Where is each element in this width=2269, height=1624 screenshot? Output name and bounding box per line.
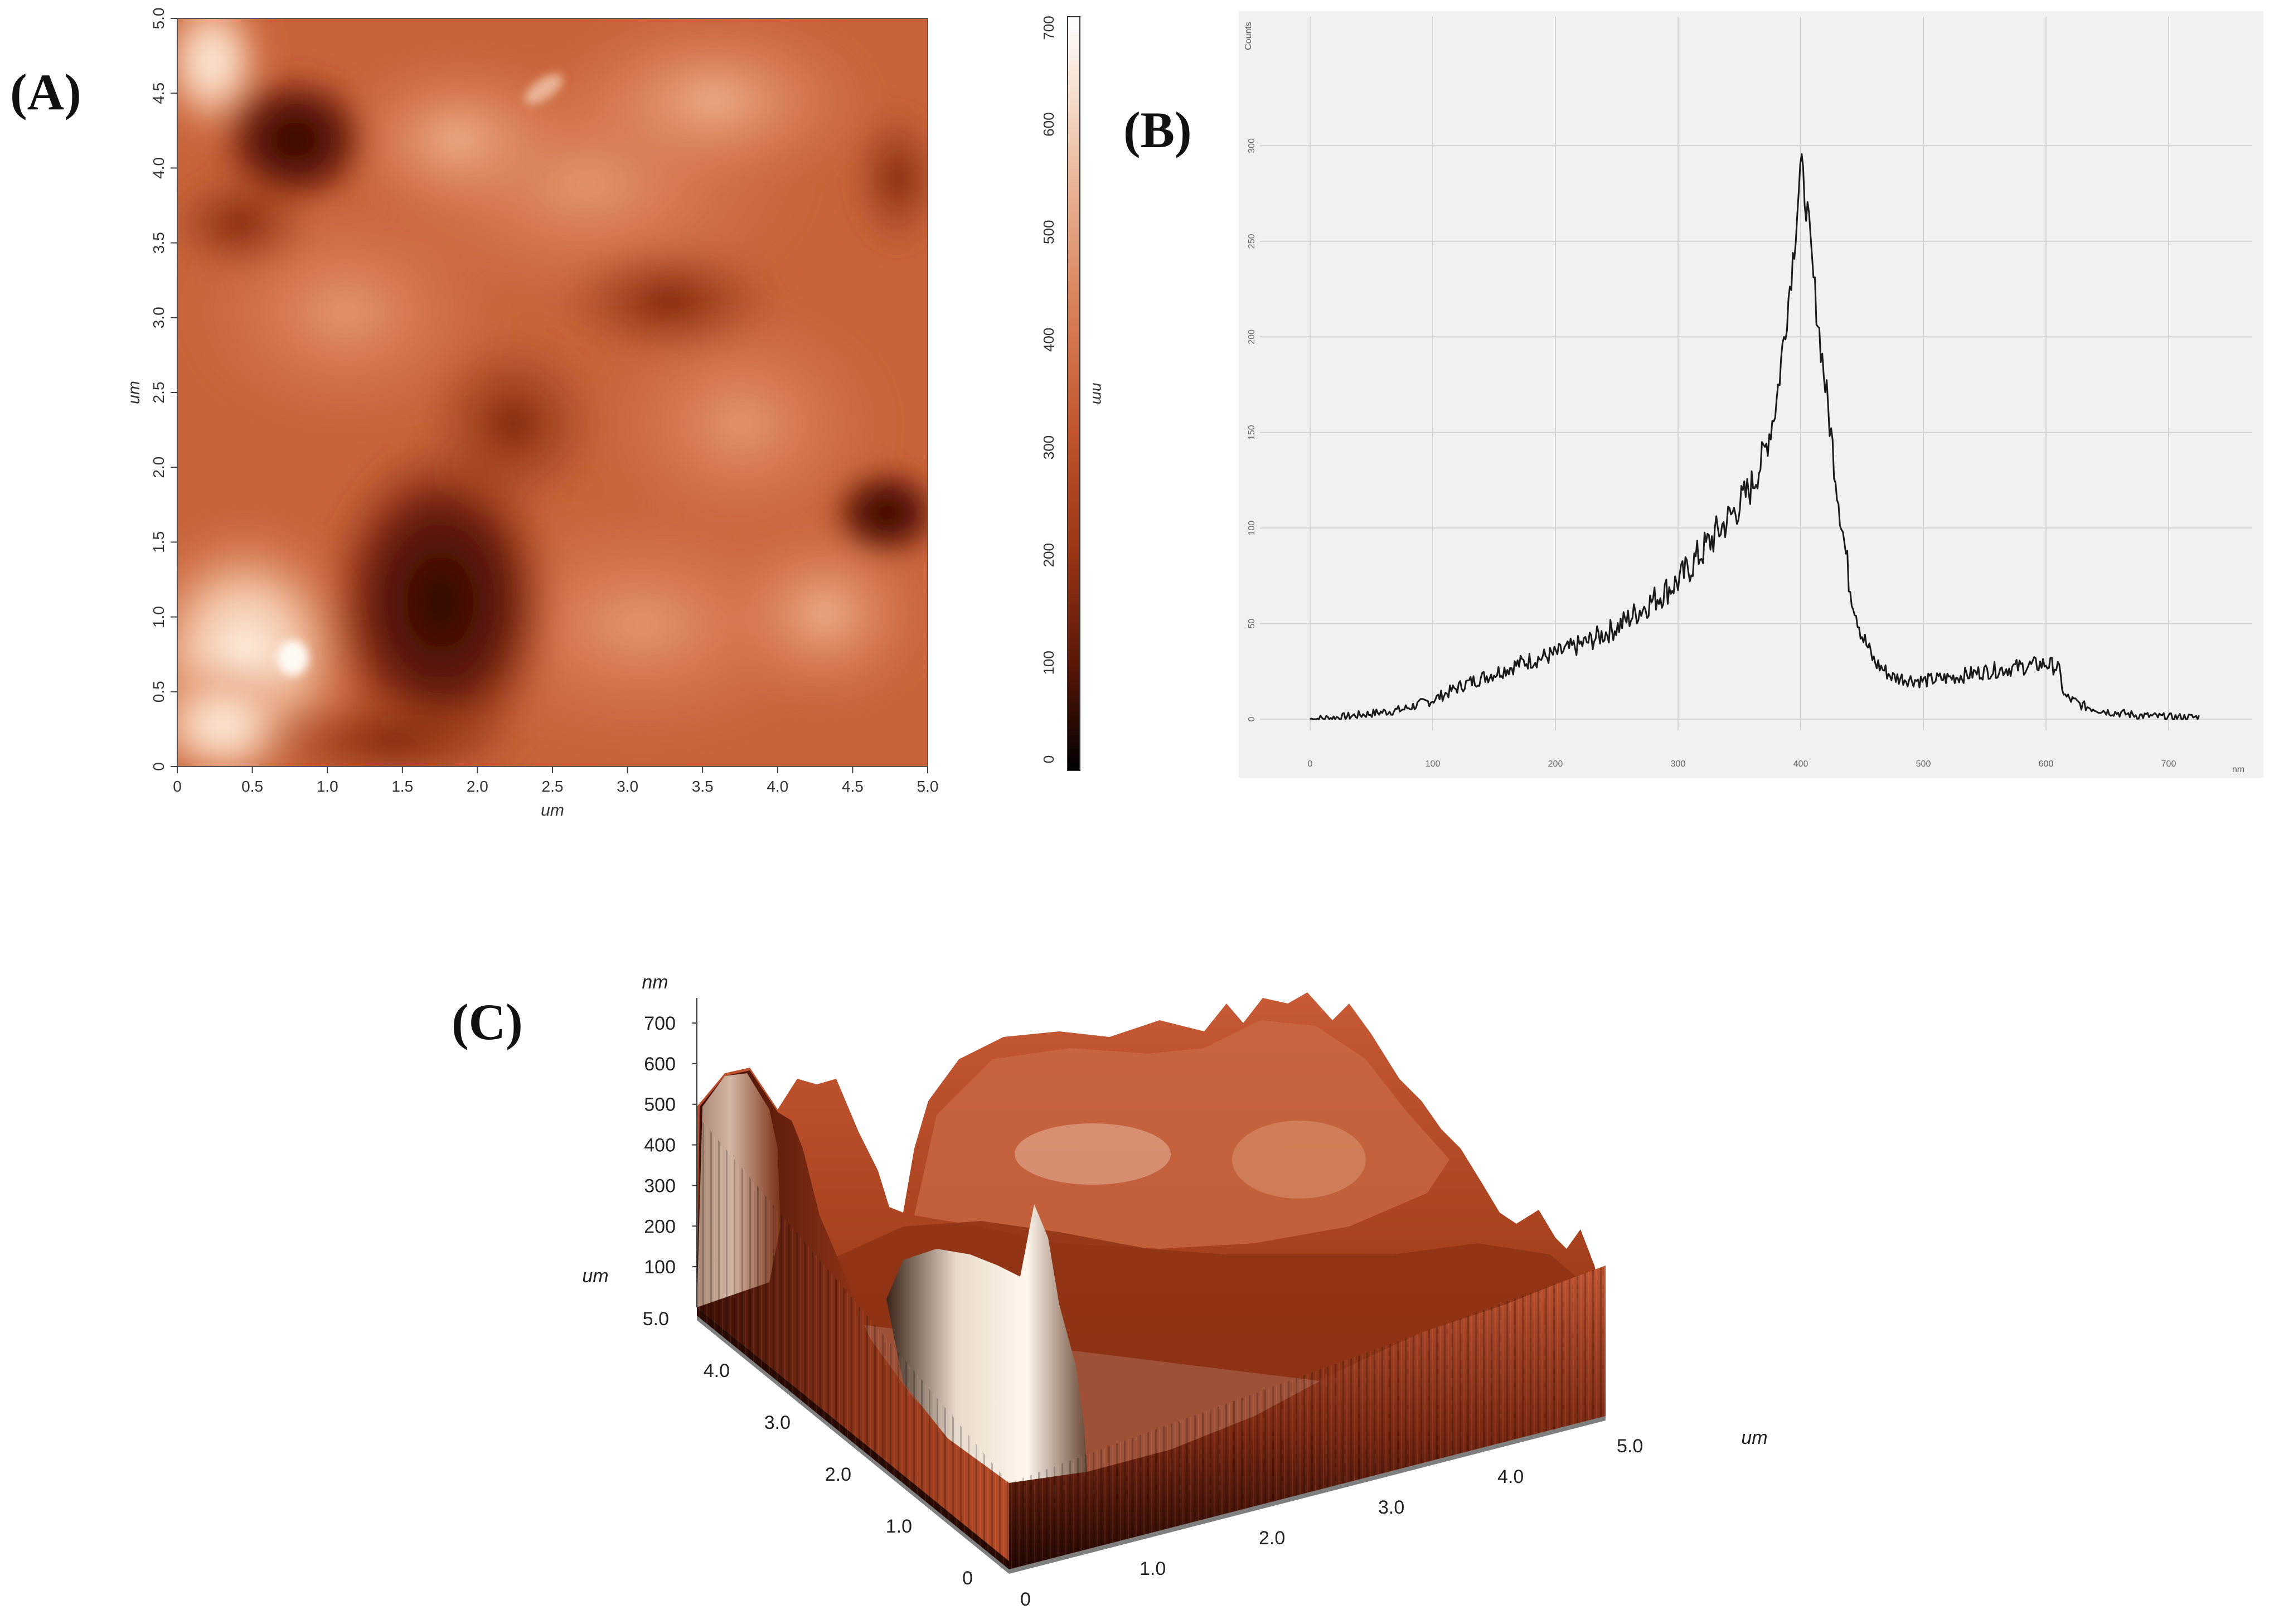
panel-c-y-tick-label: 5.0 bbox=[643, 1308, 669, 1330]
panel-b-plot-area bbox=[1239, 11, 2263, 778]
panel-b-x-tick-label: 300 bbox=[1671, 759, 1686, 769]
panel-a-x-tick-label: 0.5 bbox=[241, 778, 263, 795]
panel-b-x-tick-label: 600 bbox=[2039, 759, 2054, 769]
colorbar-tick-label: 300 bbox=[1040, 435, 1057, 459]
panel-a-x-tick-label: 2.0 bbox=[467, 778, 488, 795]
panel-a-x-axis: 0 0.5 1.0 1.5 2.0 2.5 3.0 3.5 4.0 4.5 5.0 bbox=[173, 767, 938, 795]
panel-b-xlabel: nm bbox=[2232, 765, 2244, 774]
panel-c-x-tick-label: 0 bbox=[1020, 1589, 1031, 1610]
panel-b-x-tick-label: 200 bbox=[1548, 759, 1563, 769]
panel-c-z-ticks: 100 200 300 400 500 600 700 bbox=[644, 1013, 697, 1278]
panel-c-x-tick-label: 2.0 bbox=[1259, 1528, 1285, 1549]
colorbar-tick-label: 500 bbox=[1040, 220, 1057, 244]
panel-b-y-tick-label: 100 bbox=[1247, 521, 1257, 536]
panel-b-x-tick-label: 100 bbox=[1426, 759, 1441, 769]
panel-c-xlabel: um bbox=[1741, 1427, 1767, 1448]
panel-b-y-axis: 0 50 100 150 200 250 300 bbox=[1247, 138, 1257, 721]
panel-label-a: (A) bbox=[10, 64, 81, 120]
panel-a-y-tick-label: 0.5 bbox=[150, 681, 167, 702]
panel-c-surface bbox=[697, 992, 1606, 1574]
panel-b-ylabel: Counts bbox=[1244, 22, 1253, 50]
panel-c-y-tick-label: 2.0 bbox=[825, 1464, 851, 1485]
panel-b-x-tick-label: 400 bbox=[1793, 759, 1809, 769]
panel-a-x-tick-label: 1.5 bbox=[391, 778, 413, 795]
panel-c-x-tick-label: 3.0 bbox=[1378, 1497, 1404, 1518]
panel-c-ylabel: um bbox=[582, 1266, 608, 1287]
panel-b-x-tick-label: 700 bbox=[2161, 759, 2176, 769]
colorbar-tick-label: 600 bbox=[1040, 112, 1057, 136]
panel-a-y-tick-label: 4.5 bbox=[150, 83, 167, 104]
panel-label-b: (B) bbox=[1123, 101, 1192, 158]
panel-label-c: (C) bbox=[452, 993, 523, 1050]
panel-a-x-tick-label: 2.5 bbox=[542, 778, 564, 795]
panel-b-y-tick-label: 0 bbox=[1247, 716, 1257, 721]
colorbar-tick-label: 400 bbox=[1040, 328, 1057, 352]
panel-c-y-tick-label: 1.0 bbox=[886, 1516, 912, 1537]
panel-c-x-tick-label: 5.0 bbox=[1617, 1436, 1643, 1457]
panel-a-x-tick-label: 3.5 bbox=[692, 778, 714, 795]
panel-a-y-tick-label: 0 bbox=[150, 762, 167, 771]
colorbar-tick-label: 100 bbox=[1040, 651, 1057, 675]
panel-a-x-tick-label: 3.0 bbox=[617, 778, 638, 795]
panel-b-x-tick-label: 500 bbox=[1916, 759, 1931, 769]
panel-a-y-tick-label: 1.5 bbox=[150, 531, 167, 553]
panel-a-x-tick-label: 5.0 bbox=[917, 778, 939, 795]
panel-b-y-tick-label: 200 bbox=[1247, 329, 1257, 345]
panel-a-y-tick-label: 4.0 bbox=[150, 157, 167, 179]
panel-c-z-tick-label: 400 bbox=[644, 1135, 676, 1156]
panel-c-y-ticks: 0 1.0 2.0 3.0 4.0 5.0 bbox=[643, 1308, 973, 1589]
panel-a-y-tick-label: 2.5 bbox=[150, 382, 167, 404]
panel-c-y-tick-label: 3.0 bbox=[764, 1412, 791, 1433]
panel-c-z-tick-label: 100 bbox=[644, 1257, 676, 1278]
panel-a-y-tick-label: 5.0 bbox=[150, 8, 167, 30]
panel-b-y-tick-label: 300 bbox=[1247, 138, 1257, 153]
panel-a-colorbar bbox=[1067, 16, 1080, 771]
panel-a-x-tick-label: 0 bbox=[173, 778, 182, 795]
panel-a-x-tick-label: 1.0 bbox=[317, 778, 338, 795]
colorbar-tick-label: 200 bbox=[1040, 543, 1057, 567]
panel-c-zlabel: nm bbox=[642, 972, 668, 993]
colorbar-tick-label: 0 bbox=[1040, 755, 1057, 763]
panel-a-heatmap bbox=[177, 18, 928, 767]
panel-a-y-tick-label: 1.0 bbox=[150, 606, 167, 628]
colorbar-tick-label: 700 bbox=[1040, 16, 1057, 40]
panel-a-y-tick-label: 3.0 bbox=[150, 307, 167, 328]
panel-a-ylabel: um bbox=[125, 381, 143, 404]
panel-c-z-tick-label: 200 bbox=[644, 1216, 676, 1237]
panel-b-y-tick-label: 250 bbox=[1247, 234, 1257, 249]
panel-c-y-tick-label: 4.0 bbox=[704, 1360, 730, 1381]
panel-b-grid bbox=[1260, 17, 2252, 730]
panel-c-z-tick-label: 300 bbox=[644, 1175, 676, 1196]
panel-c-x-tick-label: 4.0 bbox=[1497, 1466, 1524, 1487]
panel-c-x-tick-label: 1.0 bbox=[1140, 1558, 1166, 1579]
panel-a-y-tick-label: 2.0 bbox=[150, 457, 167, 478]
panel-a-x-tick-label: 4.5 bbox=[842, 778, 864, 795]
panel-a-colorbar-ticks: 0 100 200 300 400 500 600 700 bbox=[1040, 16, 1057, 763]
panel-c-z-tick-label: 700 bbox=[644, 1013, 676, 1034]
panel-a-xlabel: um bbox=[541, 801, 564, 820]
panel-b-series-line bbox=[1310, 153, 2200, 720]
panel-c-z-tick-label: 600 bbox=[644, 1054, 676, 1075]
panel-b-x-axis: 0 100 200 300 400 500 600 700 bbox=[1308, 759, 2176, 769]
panel-b-x-tick-label: 0 bbox=[1308, 759, 1313, 769]
panel-a-x-tick-label: 4.0 bbox=[767, 778, 788, 795]
colorbar-label: nm bbox=[1089, 383, 1107, 405]
panel-b-y-tick-label: 150 bbox=[1247, 425, 1257, 440]
panel-a-y-axis: 0 0.5 1.0 1.5 2.0 2.5 3.0 3.5 4.0 4.5 5.0 bbox=[150, 8, 177, 771]
panel-c-y-tick-label: 0 bbox=[962, 1568, 973, 1589]
panel-b-y-tick-label: 50 bbox=[1247, 619, 1257, 629]
panel-c-x-ticks: 0 1.0 2.0 3.0 4.0 5.0 bbox=[1020, 1436, 1643, 1610]
panel-a-y-tick-label: 3.5 bbox=[150, 232, 167, 254]
panel-c-z-tick-label: 500 bbox=[644, 1094, 676, 1116]
